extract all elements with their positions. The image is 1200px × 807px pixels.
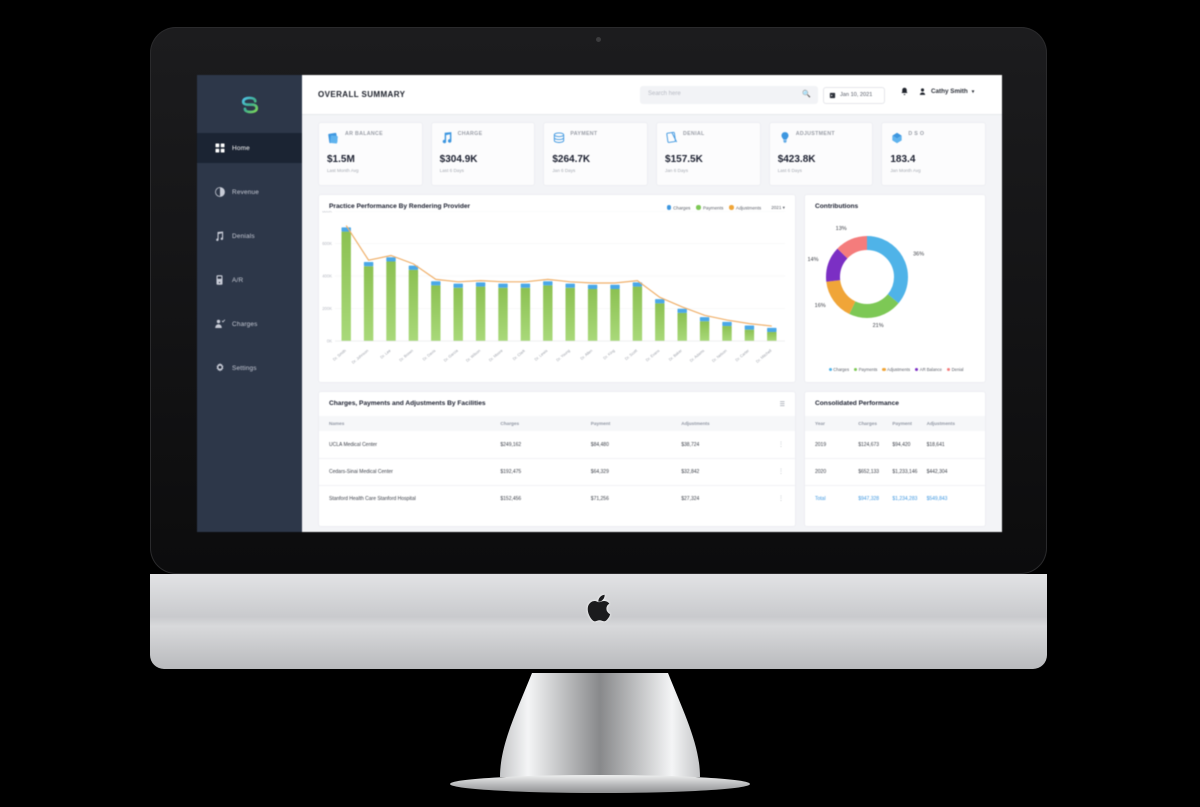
svg-text:Dr. Adams: Dr. Adams: [689, 349, 705, 363]
svg-text:Dr. King: Dr. King: [603, 349, 616, 361]
svg-text:14%: 14%: [807, 257, 818, 263]
svg-text:Dr. Garcia: Dr. Garcia: [443, 348, 459, 363]
svg-text:Dr. Clark: Dr. Clark: [512, 349, 526, 362]
svg-text:400K: 400K: [322, 274, 332, 279]
svg-text:200K: 200K: [322, 306, 332, 311]
svg-text:Dr. Lee: Dr. Lee: [380, 349, 392, 360]
svg-text:Dr. Young: Dr. Young: [556, 349, 571, 363]
svg-text:Dr. Nelson: Dr. Nelson: [711, 349, 727, 363]
svg-text:0K: 0K: [327, 339, 332, 344]
svg-text:13%: 13%: [836, 226, 847, 232]
svg-text:600K: 600K: [322, 241, 332, 246]
svg-text:Dr. Davis: Dr. Davis: [422, 349, 436, 362]
svg-text:Dr. Smith: Dr. Smith: [332, 349, 347, 362]
svg-text:Dr. Carter: Dr. Carter: [735, 348, 751, 362]
svg-text:800K: 800K: [322, 211, 332, 214]
svg-text:Dr. Wilson: Dr. Wilson: [465, 349, 481, 363]
svg-text:Dr. Baker: Dr. Baker: [668, 348, 683, 362]
svg-text:Dr. Lewis: Dr. Lewis: [534, 349, 549, 362]
svg-text:Dr. Moore: Dr. Moore: [488, 349, 503, 363]
svg-text:Dr. Brown: Dr. Brown: [399, 349, 414, 363]
svg-text:Dr. Johnson: Dr. Johnson: [351, 349, 369, 365]
svg-text:36%: 36%: [913, 251, 924, 257]
svg-text:Dr. Evans: Dr. Evans: [645, 349, 660, 363]
svg-text:Dr. Allen: Dr. Allen: [580, 349, 593, 361]
svg-text:21%: 21%: [873, 323, 884, 329]
svg-text:16%: 16%: [815, 303, 826, 309]
svg-text:Dr. Mitchell: Dr. Mitchell: [755, 349, 772, 364]
svg-text:Dr. Scott: Dr. Scott: [624, 348, 638, 361]
